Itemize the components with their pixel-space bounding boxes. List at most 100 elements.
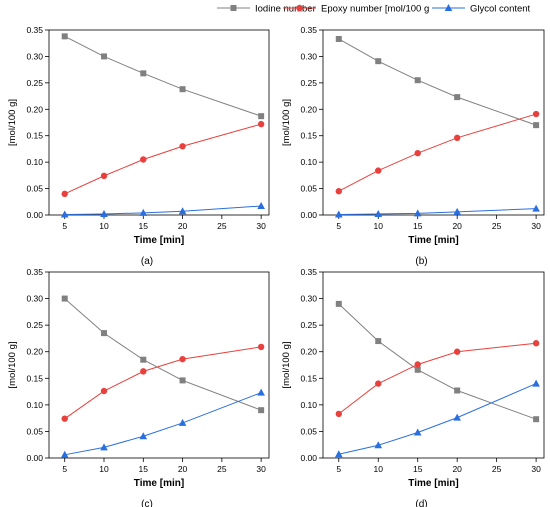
x-tick-label: 30 xyxy=(256,464,266,474)
y-tick-label: 0.05 xyxy=(300,426,317,436)
data-point xyxy=(414,77,421,84)
x-tick-label: 20 xyxy=(178,464,188,474)
data-point xyxy=(100,209,108,217)
x-tick-label: 10 xyxy=(99,221,109,231)
y-tick-label: 0.35 xyxy=(300,267,317,277)
y-axis-label: [mol/100 g] xyxy=(7,99,18,146)
data-point xyxy=(101,330,107,337)
x-tick-label: 15 xyxy=(139,464,149,474)
x-tick-label: 5 xyxy=(336,221,341,231)
x-tick-label: 20 xyxy=(452,221,462,231)
y-tick-label: 0.25 xyxy=(300,320,317,330)
panel-label: (d) xyxy=(415,499,427,507)
series xyxy=(61,120,265,198)
legend-label: Glycol content xyxy=(470,4,531,15)
series xyxy=(334,204,540,218)
legend-marker xyxy=(444,4,453,11)
x-axis-label: Time [min] xyxy=(134,235,184,246)
data-point xyxy=(101,53,107,60)
series-line xyxy=(64,392,262,456)
x-tick-label: 25 xyxy=(492,221,502,231)
data-point xyxy=(140,156,147,163)
x-tick-label: 10 xyxy=(99,464,109,474)
legend-entry: Iodine number xyxy=(217,4,316,15)
series-line xyxy=(338,208,537,215)
series xyxy=(60,388,265,458)
data-point xyxy=(179,143,186,150)
data-point xyxy=(335,188,342,195)
y-tick-label: 0.00 xyxy=(300,210,317,220)
data-point xyxy=(178,418,187,426)
legend-label: Epoxy number [mol/100 g xyxy=(321,4,429,15)
y-tick-label: 0.15 xyxy=(26,373,43,383)
y-tick-label: 0.10 xyxy=(300,400,317,410)
series xyxy=(61,295,265,414)
y-tick-label: 0.15 xyxy=(26,131,43,141)
series xyxy=(335,35,540,129)
series xyxy=(60,202,265,218)
data-point xyxy=(257,388,265,396)
y-axis-label: [mol/100 g] xyxy=(281,342,292,389)
y-tick-label: 0.30 xyxy=(300,51,317,61)
y-tick-label: 0.00 xyxy=(26,453,43,463)
series-line xyxy=(64,205,262,215)
series-line xyxy=(64,35,262,117)
panel-label: (b) xyxy=(415,256,427,267)
x-tick-label: 30 xyxy=(531,221,541,231)
data-point xyxy=(100,443,108,451)
y-tick-label: 0.35 xyxy=(300,25,317,35)
data-point xyxy=(453,413,461,421)
x-tick-label: 25 xyxy=(217,464,227,474)
data-point xyxy=(61,33,68,40)
data-point xyxy=(100,387,108,395)
data-point xyxy=(178,207,187,215)
x-tick-label: 5 xyxy=(62,464,67,474)
legend: Iodine number Epoxy number [mol/100 g Glyc… xyxy=(217,4,531,15)
y-tick-label: 0.10 xyxy=(26,157,43,167)
y-tick-label: 0.15 xyxy=(300,373,317,383)
data-point xyxy=(414,366,421,373)
data-point xyxy=(179,86,186,93)
legend-label: Iodine number xyxy=(255,4,316,15)
data-point xyxy=(375,167,382,174)
data-point xyxy=(453,207,461,215)
data-point xyxy=(532,340,540,347)
y-tick-label: 0.25 xyxy=(26,78,43,88)
data-point xyxy=(258,113,265,120)
legend-entry: Epoxy number [mol/100 g xyxy=(283,4,429,15)
data-point xyxy=(414,149,421,157)
data-point xyxy=(375,58,382,65)
data-point xyxy=(179,377,186,384)
series-line xyxy=(64,123,262,195)
plot-frame xyxy=(322,271,545,459)
data-point xyxy=(374,209,383,217)
data-point xyxy=(61,415,68,422)
data-point xyxy=(257,202,265,210)
y-tick-label: 0.15 xyxy=(300,131,317,141)
data-point xyxy=(533,122,540,129)
x-tick-label: 20 xyxy=(452,464,462,474)
y-tick-label: 0.05 xyxy=(26,184,43,194)
x-tick-label: 15 xyxy=(139,221,149,231)
y-tick-label: 0.30 xyxy=(300,294,317,304)
data-point xyxy=(60,210,69,218)
data-point xyxy=(375,380,382,387)
data-point xyxy=(61,190,68,198)
plot-frame xyxy=(48,271,270,459)
x-axis-label: Time [min] xyxy=(408,478,458,489)
data-point xyxy=(334,450,343,458)
y-axis-label: [mol/100 g] xyxy=(7,342,18,389)
chart-panel: 0.00 0.05 0.10 0.15 0.20 0.25 0.30 0.35 5 10 15 20 2… xyxy=(281,267,545,507)
y-tick-label: 0.05 xyxy=(26,426,43,436)
y-tick-label: 0.25 xyxy=(26,320,43,330)
data-point xyxy=(453,134,461,142)
x-tick-label: 5 xyxy=(336,464,341,474)
y-tick-label: 0.20 xyxy=(26,104,43,114)
series-line xyxy=(64,298,262,411)
panel-label: (c) xyxy=(141,499,153,507)
data-point xyxy=(140,356,147,363)
data-point xyxy=(532,110,540,118)
plot-frame xyxy=(322,29,545,216)
data-point xyxy=(374,441,383,449)
x-tick-label: 15 xyxy=(413,464,423,474)
